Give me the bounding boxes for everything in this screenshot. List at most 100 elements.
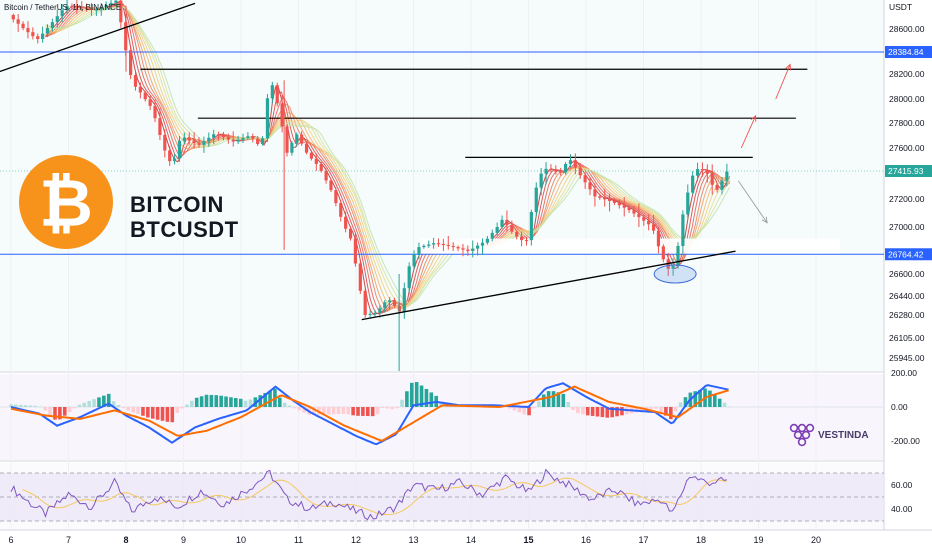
- candle-body: [89, 9, 94, 11]
- candle-body: [436, 243, 441, 245]
- macd-histogram-bar: [48, 407, 52, 415]
- macd-histogram-bar: [507, 407, 512, 409]
- candle-body: [192, 140, 196, 144]
- macd-histogram-bar: [170, 407, 175, 423]
- macd-histogram-bar: [590, 407, 595, 416]
- candle-body: [290, 142, 294, 153]
- macd-histogram-bar: [77, 404, 82, 407]
- moving-average-line: [45, 4, 730, 310]
- candle-body: [309, 152, 314, 159]
- candle-body: [158, 118, 162, 135]
- macd-histogram-bar: [512, 407, 517, 411]
- price-label-text: 27415.93: [888, 166, 924, 176]
- macd-histogram-bar: [194, 397, 199, 407]
- candle-body: [539, 173, 543, 188]
- candle-body: [559, 171, 563, 173]
- macd-histogram-bar: [722, 402, 727, 407]
- macd-histogram-bar: [439, 401, 443, 407]
- macd-histogram-bar: [610, 407, 614, 418]
- brand-ticker: BTCUSDT: [130, 217, 239, 242]
- candle-body: [148, 99, 152, 106]
- candle-body: [485, 238, 489, 243]
- candle-body: [236, 139, 240, 142]
- candle-body: [295, 134, 299, 143]
- macd-histogram-bar: [581, 407, 585, 415]
- macd-histogram-bar: [121, 407, 126, 409]
- macd-histogram-bar: [551, 391, 556, 407]
- macd-histogram-bar: [717, 398, 722, 407]
- candle-body: [720, 180, 724, 190]
- macd-histogram-bar: [62, 407, 67, 416]
- candle-body: [612, 200, 617, 203]
- macd-histogram-bar: [380, 407, 385, 408]
- time-tick-label: 15: [523, 535, 533, 545]
- candle-body: [202, 141, 206, 145]
- candle-body: [422, 245, 426, 248]
- time-tick-label: 11: [294, 535, 303, 545]
- time-tick-label: 20: [811, 535, 821, 545]
- candle-body: [700, 169, 705, 171]
- macd-histogram-bar: [165, 407, 170, 422]
- macd-histogram-bar: [155, 407, 160, 420]
- arrow-head: [785, 63, 791, 71]
- macd-histogram-bar: [561, 393, 566, 407]
- macd-histogram-bar: [58, 407, 62, 420]
- candle-body: [510, 224, 514, 232]
- macd-histogram-bar: [615, 407, 619, 417]
- macd-histogram-bar: [346, 407, 351, 415]
- time-tick-label: 12: [351, 535, 361, 545]
- moving-average-line: [45, 6, 731, 305]
- moving-average-line: [45, 6, 730, 309]
- macd-histogram-bar: [659, 407, 663, 413]
- rsi-line: [10, 468, 728, 521]
- candle-body: [168, 150, 172, 162]
- time-tick-label: 14: [466, 535, 476, 545]
- candle-body: [432, 243, 436, 245]
- candle-body: [329, 180, 333, 191]
- candle-body: [515, 231, 519, 237]
- chart-title: Bitcoin / TetherUS, 1h, BINANCE: [4, 3, 121, 12]
- macd-histogram-bar: [326, 407, 331, 415]
- macd-tick-label: -200.00: [891, 436, 920, 446]
- candle-body: [270, 85, 274, 99]
- macd-histogram-bar: [106, 393, 111, 407]
- macd-line: [10, 382, 729, 446]
- candle-body: [153, 105, 157, 119]
- macd-histogram-bar: [33, 405, 38, 407]
- macd-histogram-bar: [669, 407, 673, 420]
- macd-histogram-bar: [395, 407, 399, 409]
- macd-histogram-bar: [556, 392, 561, 407]
- price-tick-label: 26440.00: [889, 291, 925, 301]
- candle-body: [304, 143, 309, 153]
- candle-body: [363, 290, 367, 315]
- macd-histogram-bar: [571, 407, 575, 411]
- candle-body: [710, 173, 714, 185]
- candle-body: [85, 8, 89, 10]
- candle-body: [260, 138, 265, 144]
- candle-body: [226, 137, 230, 140]
- candle-body: [534, 187, 538, 213]
- macd-histogram-bar: [532, 407, 536, 409]
- macd-histogram-bar: [131, 407, 135, 413]
- candle-body: [133, 75, 138, 87]
- candle-body: [339, 203, 343, 217]
- candle-body: [26, 28, 30, 33]
- candle-body: [402, 288, 406, 312]
- macd-histogram-bar: [14, 404, 18, 407]
- candle-body: [642, 217, 646, 221]
- macd-histogram-bar: [278, 397, 282, 407]
- candle-body: [676, 245, 680, 266]
- candle-body: [407, 266, 411, 289]
- macd-histogram-bar: [322, 407, 326, 415]
- macd-histogram-bar: [405, 391, 409, 407]
- moving-average-line: [45, 5, 730, 309]
- macd-histogram-bar: [356, 407, 360, 416]
- projection-arrow: [738, 180, 768, 224]
- candle-body: [314, 158, 318, 164]
- candle-body: [241, 138, 245, 140]
- arrow-head: [750, 114, 757, 122]
- candle-body: [686, 192, 690, 215]
- macd-histogram-bar: [214, 395, 219, 407]
- candle-body: [212, 134, 216, 138]
- macd-histogram-bar: [605, 407, 610, 418]
